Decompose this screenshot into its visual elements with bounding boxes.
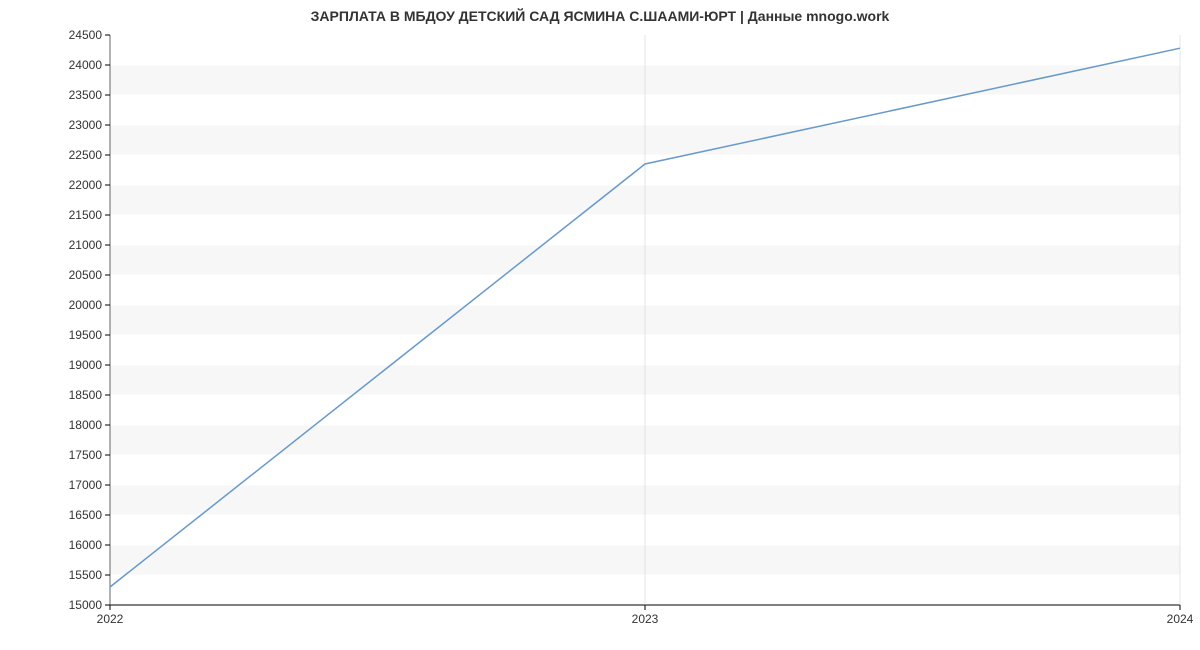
y-tick-label: 23000 xyxy=(69,118,103,132)
y-tick-label: 24000 xyxy=(69,58,103,72)
chart-svg: 15000 15500 16000 16500 17000 17500 18000 18500… xyxy=(0,0,1200,650)
y-tick-label: 24500 xyxy=(69,28,103,42)
y-tick-label: 18000 xyxy=(69,418,103,432)
y-tick-label: 20000 xyxy=(69,298,103,312)
y-tick-label: 15500 xyxy=(69,568,103,582)
y-tick-label: 19500 xyxy=(69,328,103,342)
y-tick-label: 16500 xyxy=(69,508,103,522)
y-tick-label: 22000 xyxy=(69,178,103,192)
y-tick-label: 17500 xyxy=(69,448,103,462)
y-tick-label: 18500 xyxy=(69,388,103,402)
y-tick-label: 16000 xyxy=(69,538,103,552)
y-tick-label: 17000 xyxy=(69,478,103,492)
y-tick-label: 21500 xyxy=(69,208,103,222)
x-tick-label: 2023 xyxy=(632,612,659,626)
x-tick-label: 2022 xyxy=(97,612,124,626)
x-tick-label: 2024 xyxy=(1167,612,1194,626)
y-tick-label: 23500 xyxy=(69,88,103,102)
y-tick-label: 20500 xyxy=(69,268,103,282)
y-tick-label: 21000 xyxy=(69,238,103,252)
y-tick-label: 15000 xyxy=(69,598,103,612)
salary-chart: ЗАРПЛАТА В МБДОУ ДЕТСКИЙ САД ЯСМИНА С.ША… xyxy=(0,0,1200,650)
y-tick-label: 19000 xyxy=(69,358,103,372)
y-tick-label: 22500 xyxy=(69,148,103,162)
